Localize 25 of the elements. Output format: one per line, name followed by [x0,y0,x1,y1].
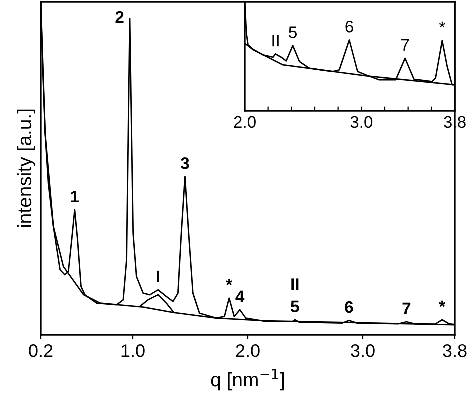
annotation: * [439,300,446,308]
x-tick-label: 2.0 [234,116,256,128]
annotation: I [157,270,160,282]
annotation: 4 [236,290,245,302]
annotation: II [272,35,279,47]
x-tick-label: 0.2 [29,344,53,358]
x-axis-title: q [nm$^{−1}$] [211,369,284,391]
x-tick-label: 2.0 [236,344,260,358]
annotation: * [226,279,233,286]
annotation: 1 [71,191,80,202]
annotation: 7 [402,302,411,314]
x-tick-label: 3.8 [443,344,467,358]
annotation: 2 [116,11,124,23]
x-tick-label: 1.0 [122,344,145,358]
annotation: * [439,22,446,28]
annotation: 3 [180,158,190,170]
x-tick-label: 3.0 [351,344,375,358]
annotation: 5 [291,300,300,313]
annotation: 6 [346,20,354,33]
y-axis-title: intensity [a.u.] [17,110,36,228]
annotation: 7 [402,39,410,51]
annotation: II [292,278,299,290]
annotation: 5 [289,26,298,38]
annotation: 6 [345,301,354,314]
x-tick-label: 3.0 [350,116,373,128]
